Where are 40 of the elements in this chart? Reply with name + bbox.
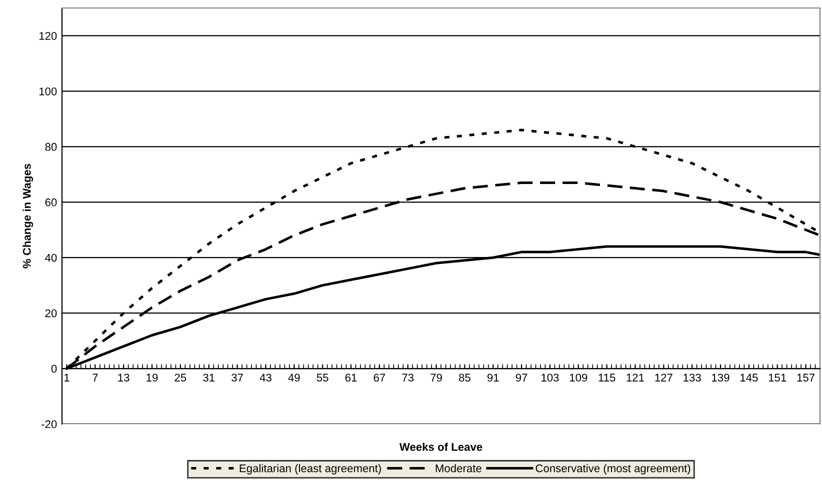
x-tick-label: 79	[430, 374, 442, 382]
x-tick-label: 67	[374, 374, 386, 382]
legend-label: Moderate	[436, 464, 482, 472]
x-tick-label: 151	[768, 374, 786, 382]
x-tick-label: 85	[458, 374, 470, 382]
x-tick-label: 7	[92, 374, 98, 382]
y-tick-label: -20	[42, 420, 57, 428]
y-tick-label: 20	[45, 309, 57, 318]
x-tick-label: 43	[260, 374, 272, 382]
y-tick-label: 80	[45, 142, 57, 151]
x-tick-label: 73	[402, 374, 414, 382]
x-tick-label: 25	[174, 374, 186, 382]
x-tick-label: 109	[570, 374, 588, 382]
y-axis-title: % Change in Wages	[22, 164, 34, 268]
y-tick-label: 40	[45, 254, 57, 262]
x-tick-label: 157	[797, 374, 814, 382]
x-tick-label: 97	[516, 374, 528, 382]
y-tick-label: 120	[39, 32, 57, 40]
x-tick-label: 139	[712, 374, 730, 382]
y-tick-label: 100	[39, 87, 57, 96]
x-tick-label: 145	[740, 374, 758, 382]
x-tick-label: 121	[626, 374, 644, 382]
legend-label: Egalitarian (least agreement)	[240, 464, 381, 474]
x-tick-label: 115	[598, 374, 616, 382]
x-tick-label: 133	[684, 374, 701, 382]
x-tick-label: 37	[232, 374, 243, 382]
x-tick-label: 1	[64, 374, 70, 382]
legend-label: Conservative (most agreement)	[536, 464, 690, 474]
x-tick-label: 13	[118, 374, 130, 382]
x-tick-label: 61	[345, 374, 357, 382]
x-tick-label: 103	[542, 374, 559, 382]
y-tick-label: 0	[51, 364, 57, 373]
x-tick-label: 127	[655, 374, 672, 382]
x-tick-label: 91	[487, 374, 499, 382]
x-axis-title: Weeks of Leave	[399, 442, 482, 451]
x-tick-label: 31	[203, 374, 214, 382]
x-tick-label: 55	[316, 374, 328, 382]
x-tick-label: 49	[288, 374, 300, 382]
x-tick-label: 19	[146, 374, 158, 382]
y-tick-label: 60	[45, 198, 57, 206]
